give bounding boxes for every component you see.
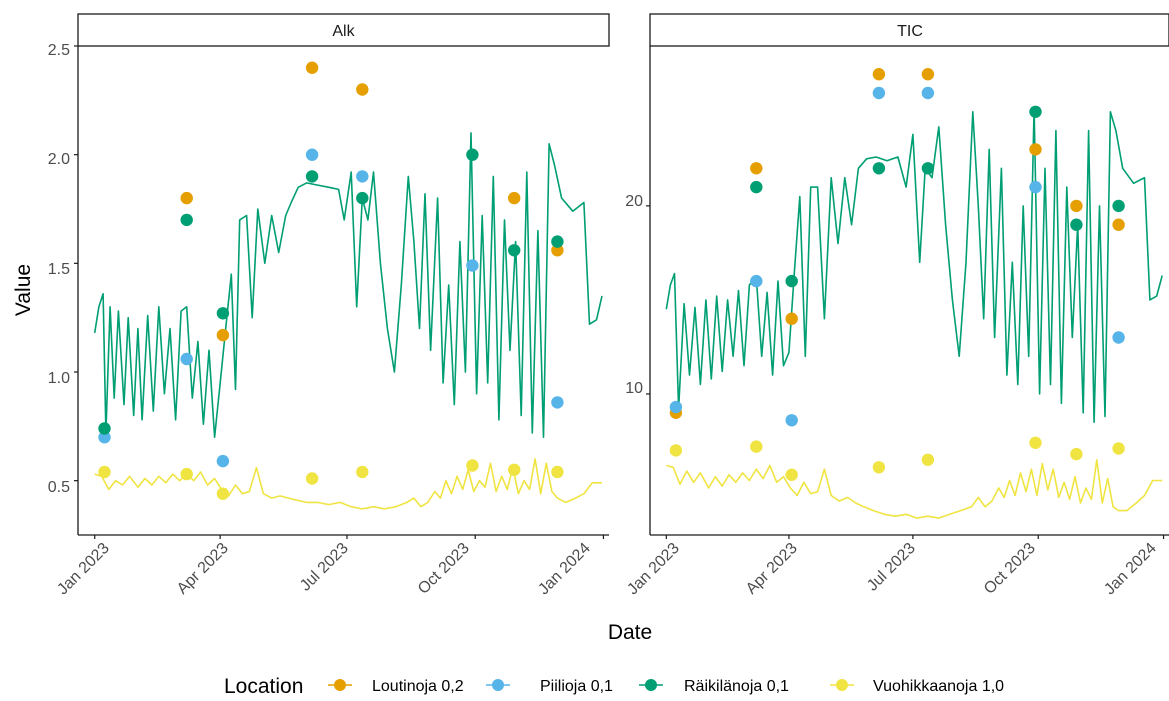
facet-strip-label-tic: TIC	[897, 23, 923, 40]
legend-key-raikilanoja	[639, 679, 663, 691]
data-point-piilioja-0-1	[921, 86, 935, 100]
facet-panel-alk	[74, 45, 609, 539]
data-point-vuohikkaanoja-1-0	[669, 444, 683, 457]
legend: Location Loutinoja 0,2 Piilioja 0,1 Räik…	[224, 675, 1004, 698]
data-point-r-ikil-noja-0-1	[551, 235, 564, 248]
data-point-r-ikil-noja-0-1	[466, 148, 479, 161]
legend-key-vuohikkaanoja	[830, 679, 854, 691]
legend-title: Location	[224, 675, 303, 696]
y-tick-label: 10	[625, 380, 643, 397]
data-point-r-ikil-noja-0-1	[921, 162, 935, 175]
data-point-piilioja-0-1	[356, 170, 369, 183]
data-point-r-ikil-noja-0-1	[508, 244, 521, 257]
data-point-vuohikkaanoja-1-0	[305, 472, 319, 485]
facet-strip-tic	[649, 13, 1169, 47]
data-point-piilioja-0-1	[216, 454, 230, 468]
data-point-loutinoja-0-2	[1112, 218, 1125, 231]
data-point-r-ikil-noja-0-1	[1070, 218, 1083, 231]
data-point-loutinoja-0-2	[305, 61, 319, 74]
data-point-vuohikkaanoja-1-0	[872, 461, 886, 474]
facet-panel-tic	[646, 46, 1169, 539]
facet-strip-label-alk: Alk	[332, 23, 355, 40]
data-point-r-ikil-noja-0-1	[750, 180, 763, 194]
data-point-loutinoja-0-2	[1029, 143, 1042, 156]
y-tick-label: 2.5	[48, 42, 70, 59]
legend-key-loutinoja	[328, 679, 352, 691]
data-point-r-ikil-noja-0-1	[872, 162, 886, 175]
y-tick-label: 2.0	[48, 151, 70, 168]
series-line-r-ikil-noja-0-1	[93, 132, 603, 439]
legend-key-point	[836, 679, 848, 691]
legend-key-point	[492, 679, 504, 691]
data-point-loutinoja-0-2	[872, 68, 886, 81]
legend-key-piilioja	[486, 679, 510, 691]
data-point-piilioja-0-1	[1112, 331, 1125, 344]
data-point-vuohikkaanoja-1-0	[1070, 447, 1083, 461]
data-point-loutinoja-0-2	[216, 328, 230, 342]
data-point-r-ikil-noja-0-1	[1029, 105, 1042, 119]
data-point-vuohikkaanoja-1-0	[180, 467, 193, 481]
data-point-piilioja-0-1	[785, 414, 798, 427]
data-point-r-ikil-noja-0-1	[98, 422, 111, 435]
data-point-vuohikkaanoja-1-0	[551, 465, 564, 479]
data-point-vuohikkaanoja-1-0	[356, 465, 369, 479]
data-point-loutinoja-0-2	[1070, 199, 1083, 213]
series-line-vuohikkaanoja-1-0	[666, 458, 1163, 519]
y-tick-label: 0.5	[48, 479, 70, 496]
y-tick-label: 20	[625, 193, 643, 210]
facet-strip-alk	[77, 13, 610, 47]
data-point-vuohikkaanoja-1-0	[508, 463, 521, 476]
data-point-loutinoja-0-2	[356, 83, 369, 96]
data-point-piilioja-0-1	[466, 259, 479, 272]
series-line-r-ikil-noja-0-1	[665, 107, 1163, 424]
data-point-piilioja-0-1	[305, 148, 319, 161]
data-point-vuohikkaanoja-1-0	[98, 465, 111, 479]
legend-key-point	[645, 679, 657, 691]
series-line-vuohikkaanoja-1-0	[94, 458, 602, 510]
legend-label-piilioja: Piilioja 0,1	[540, 678, 613, 695]
data-point-piilioja-0-1	[750, 274, 763, 288]
data-point-loutinoja-0-2	[551, 244, 564, 257]
data-point-r-ikil-noja-0-1	[216, 307, 230, 320]
data-point-loutinoja-0-2	[785, 312, 798, 325]
data-point-loutinoja-0-2	[921, 68, 935, 81]
data-point-piilioja-0-1	[180, 352, 193, 366]
legend-key-point	[334, 679, 346, 691]
data-point-piilioja-0-1	[551, 396, 564, 409]
data-point-vuohikkaanoja-1-0	[216, 487, 230, 500]
data-point-loutinoja-0-2	[750, 162, 763, 175]
data-point-vuohikkaanoja-1-0	[921, 453, 935, 466]
y-tick-label: 1.5	[48, 261, 70, 278]
legend-label-vuohikkaanoja: Vuohikkaanoja 1,0	[873, 678, 1004, 695]
x-axis-title: Date	[608, 621, 652, 644]
data-point-vuohikkaanoja-1-0	[1029, 436, 1042, 449]
data-point-piilioja-0-1	[872, 86, 886, 100]
data-point-r-ikil-noja-0-1	[785, 274, 798, 288]
y-tick-label: 1.0	[48, 370, 70, 387]
data-point-piilioja-0-1	[98, 431, 111, 444]
data-point-r-ikil-noja-0-1	[1112, 199, 1125, 213]
data-point-r-ikil-noja-0-1	[305, 170, 319, 183]
legend-label-raikilanoja: Räikilänoja 0,1	[684, 678, 789, 695]
data-point-r-ikil-noja-0-1	[180, 213, 193, 227]
data-point-piilioja-0-1	[1029, 180, 1042, 194]
data-point-vuohikkaanoja-1-0	[785, 468, 798, 481]
data-point-vuohikkaanoja-1-0	[750, 440, 763, 453]
y-axis-title: Value	[12, 264, 35, 316]
data-point-vuohikkaanoja-1-0	[1112, 442, 1125, 455]
data-point-loutinoja-0-2	[180, 191, 193, 205]
data-point-piilioja-0-1	[669, 400, 683, 414]
data-point-r-ikil-noja-0-1	[356, 191, 369, 205]
data-point-loutinoja-0-2	[508, 191, 521, 205]
legend-label-loutinoja: Loutinoja 0,2	[372, 678, 464, 695]
data-point-vuohikkaanoja-1-0	[466, 459, 479, 472]
